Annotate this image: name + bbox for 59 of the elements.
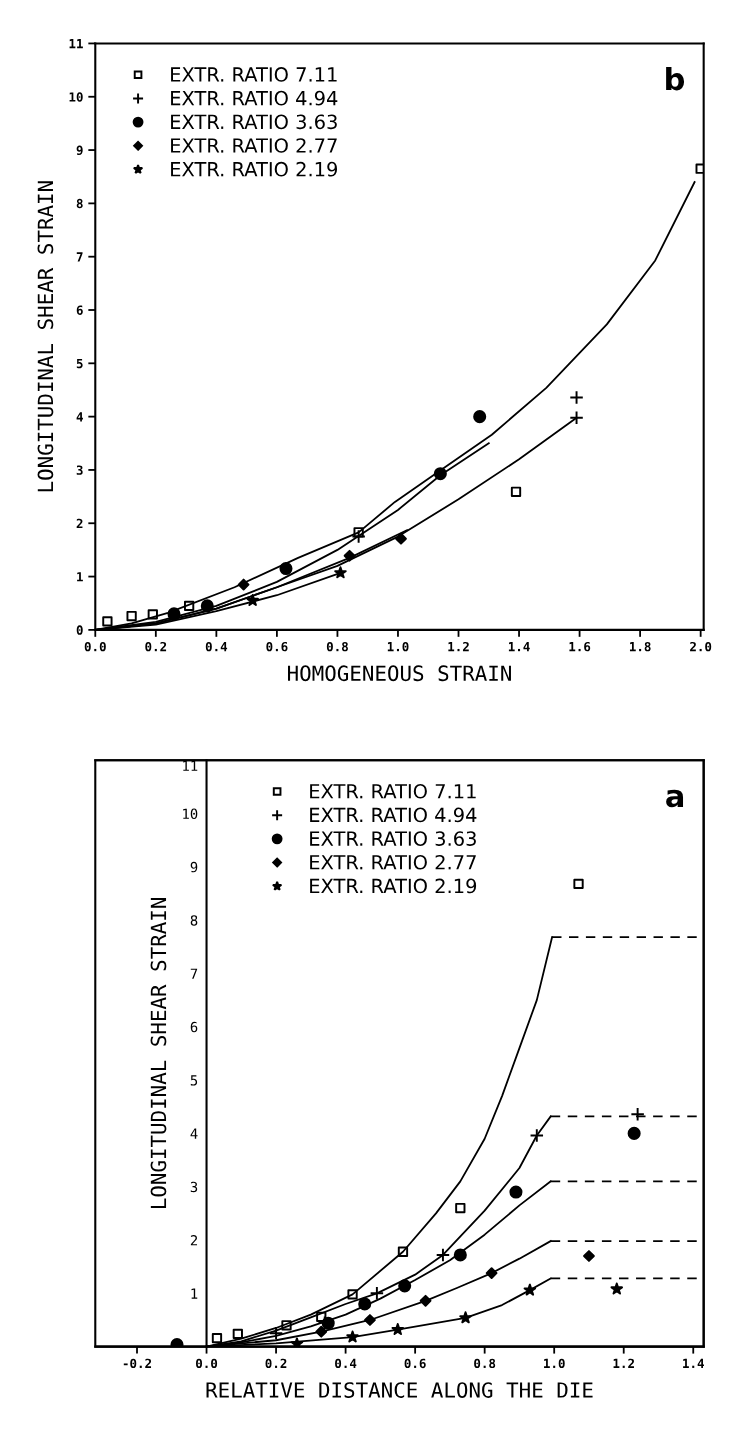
legend-label: EXTR. RATIO 7.11 bbox=[310, 783, 476, 799]
x-tick-label: 1.8 bbox=[629, 641, 651, 652]
y-tick-label: 7 bbox=[76, 252, 83, 262]
text: b bbox=[666, 66, 685, 91]
y-tick-label: 7 bbox=[190, 968, 198, 979]
x-tick-label: 0.8 bbox=[474, 1358, 496, 1369]
y-tick-label: 0 bbox=[76, 625, 83, 635]
y-tick-label: 2 bbox=[76, 518, 83, 528]
x-tick-label: 0.4 bbox=[205, 641, 228, 652]
legend-label: EXTR. RATIO 3.63 bbox=[171, 114, 337, 130]
y-tick-label: 3 bbox=[190, 1181, 198, 1193]
x-tick-label: 1.6 bbox=[569, 641, 591, 652]
x-tick-label: 0.2 bbox=[265, 1358, 287, 1369]
y-tick-label: 9 bbox=[76, 145, 83, 156]
y-tick-label: 1 bbox=[191, 1288, 198, 1299]
y-tick-label: 10 bbox=[183, 808, 198, 820]
y-tick-label: 6 bbox=[76, 305, 83, 315]
y-tick-label: 6 bbox=[190, 1021, 198, 1033]
x-tick-label: 0.0 bbox=[84, 641, 106, 652]
y-tick-label: 8 bbox=[76, 198, 83, 209]
y-tick-label: 10 bbox=[69, 92, 83, 102]
x-tick-label: 0.6 bbox=[404, 1358, 426, 1369]
y-axis-title: LONGITUDINAL SHEAR STRAIN bbox=[150, 898, 167, 1209]
y-tick-label: 2 bbox=[190, 1235, 198, 1246]
legend-label: EXTR. RATIO 2.19 bbox=[171, 161, 338, 177]
y-tick-label: 1 bbox=[77, 572, 83, 582]
y-tick-label: 11 bbox=[183, 760, 198, 771]
y-axis-title: LONGITUDINAL SHEAR STRAIN bbox=[37, 181, 54, 492]
x-tick-label: 1.0 bbox=[387, 641, 409, 652]
x-tick-label: -0.2 bbox=[123, 1358, 152, 1369]
x-tick-label: 1.2 bbox=[613, 1358, 634, 1368]
text: a bbox=[666, 789, 684, 808]
x-tick-label: 1.4 bbox=[683, 1358, 704, 1368]
x-tick-label: 0.4 bbox=[335, 1358, 357, 1369]
x-tick-label: 0.8 bbox=[326, 641, 348, 652]
legend-label: EXTR. RATIO 4.94 bbox=[310, 807, 477, 823]
y-tick-label: 8 bbox=[190, 915, 198, 926]
y-tick-label: 9 bbox=[190, 861, 198, 873]
x-tick-label: 0.6 bbox=[266, 641, 288, 652]
x-axis-title: HOMOGENEOUS STRAIN bbox=[288, 665, 511, 682]
x-tick-label: 1.4 bbox=[508, 642, 530, 652]
y-tick-label: 5 bbox=[76, 358, 83, 369]
x-tick-label: 0.0 bbox=[196, 1358, 218, 1369]
y-tick-label: 11 bbox=[69, 39, 83, 49]
y-tick-label: 3 bbox=[76, 465, 83, 475]
legend-label: EXTR. RATIO 2.19 bbox=[310, 878, 477, 894]
legend-label: EXTR. RATIO 7.11 bbox=[171, 67, 337, 82]
x-tick-label: 2.0 bbox=[690, 641, 712, 652]
y-tick-label: 4 bbox=[190, 1128, 198, 1139]
legend-label: EXTR. RATIO 3.63 bbox=[310, 831, 476, 846]
legend-label: EXTR. RATIO 2.77 bbox=[310, 854, 476, 870]
x-tick-label: 1.0 bbox=[544, 1358, 565, 1369]
legend-label: EXTR. RATIO 4.94 bbox=[171, 90, 338, 106]
x-tick-label: 1.2 bbox=[448, 641, 469, 652]
y-tick-label: 5 bbox=[190, 1075, 198, 1086]
x-axis-title: RELATIVE DISTANCE ALONG THE DIE bbox=[206, 1382, 593, 1398]
x-tick-label: 0.2 bbox=[145, 641, 167, 652]
legend-label: EXTR. RATIO 2.77 bbox=[171, 138, 337, 153]
y-tick-label: 4 bbox=[76, 412, 83, 422]
